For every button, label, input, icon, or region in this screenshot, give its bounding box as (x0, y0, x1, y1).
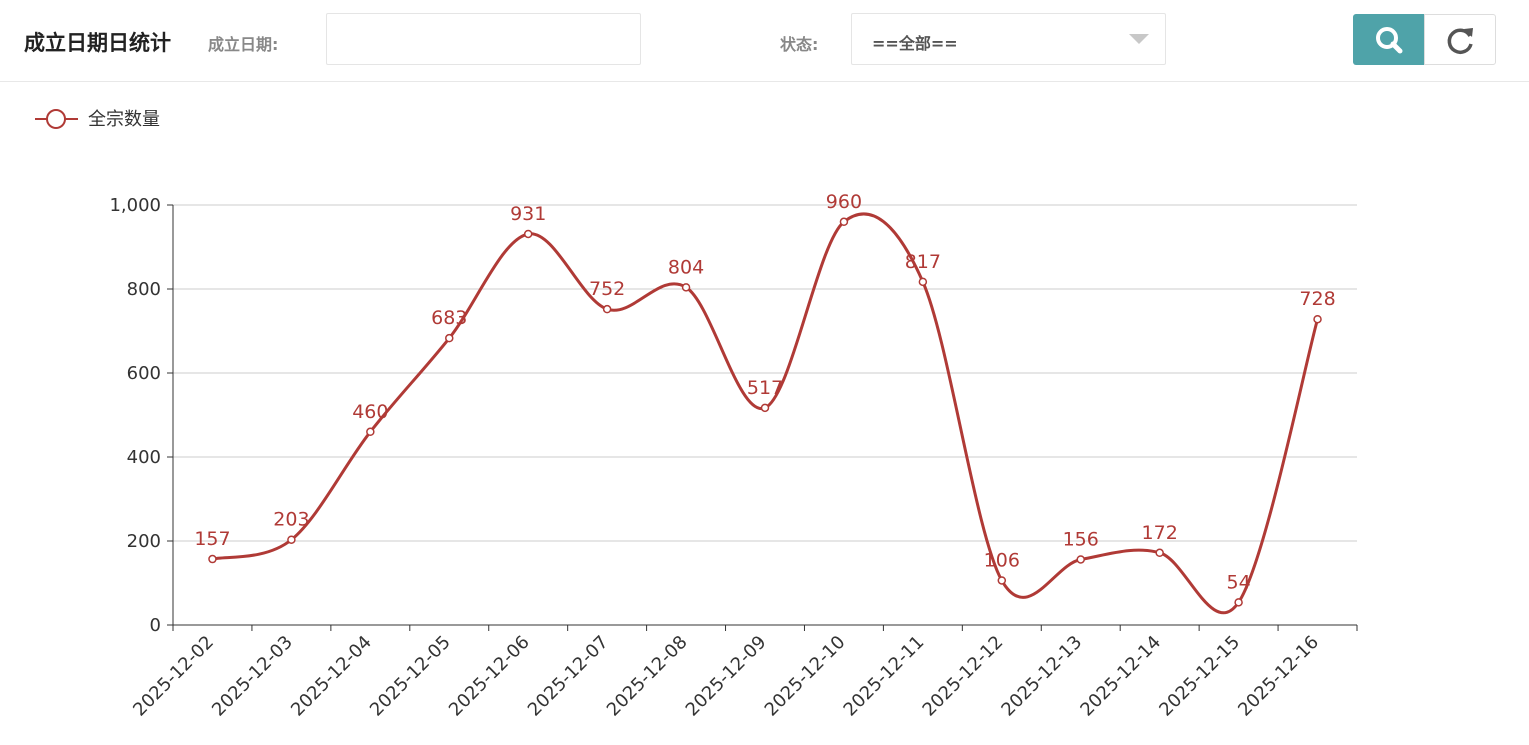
x-tick-label: 2025-12-08 (603, 632, 692, 721)
data-label: 517 (747, 377, 783, 399)
x-tick-label: 2025-12-10 (761, 632, 850, 721)
data-point (366, 427, 375, 437)
x-tick-label: 2025-12-15 (1155, 632, 1244, 721)
data-point (918, 277, 928, 287)
date-input[interactable] (326, 13, 641, 65)
data-point (523, 229, 533, 239)
data-point (445, 333, 454, 343)
search-icon (1376, 27, 1403, 54)
x-tick-label: 2025-12-12 (919, 632, 1008, 721)
refresh-button[interactable] (1424, 14, 1496, 65)
data-label: 960 (826, 191, 862, 213)
data-point (760, 403, 770, 413)
data-label: 156 (1063, 528, 1099, 550)
y-tick-label: 600 (127, 363, 161, 384)
data-label: 157 (194, 528, 230, 550)
legend-label: 全宗数量 (88, 109, 160, 130)
x-tick-label: 2025-12-02 (129, 632, 218, 721)
refresh-icon (1447, 28, 1473, 54)
data-point (839, 217, 849, 227)
data-label: 203 (273, 509, 309, 531)
status-label: 状态: (780, 35, 819, 54)
data-point (1234, 598, 1243, 607)
y-tick-label: 800 (127, 279, 161, 300)
x-tick-label: 2025-12-04 (287, 632, 376, 721)
data-label: 460 (352, 401, 388, 423)
page-title: 成立日期日统计 (24, 31, 171, 55)
x-tick-label: 2025-12-05 (366, 632, 455, 721)
data-point (1155, 548, 1164, 558)
y-tick-label: 1,000 (109, 195, 161, 216)
data-label: 54 (1227, 571, 1251, 593)
date-label: 成立日期: (208, 35, 279, 54)
data-label: 804 (668, 256, 704, 278)
data-point (997, 576, 1007, 585)
search-button[interactable] (1353, 14, 1425, 65)
x-tick-label: 2025-12-07 (524, 632, 613, 721)
y-tick-label: 200 (127, 531, 161, 552)
data-label: 931 (510, 203, 546, 225)
data-label: 752 (589, 278, 625, 300)
data-label: 106 (984, 549, 1020, 571)
status-select[interactable]: ==全部== (851, 13, 1166, 65)
x-tick-label: 2025-12-09 (682, 632, 771, 721)
x-tick-label: 2025-12-14 (1076, 632, 1165, 721)
status-value: ==全部== (872, 34, 958, 53)
x-tick-label: 2025-12-11 (840, 632, 929, 721)
y-tick-label: 400 (127, 447, 161, 468)
data-point (1076, 555, 1085, 564)
data-point (681, 283, 691, 292)
data-label: 172 (1142, 522, 1178, 544)
x-tick-label: 2025-12-06 (445, 632, 534, 721)
toolbar: 成立日期日统计 成立日期: 状态: ==全部== (0, 0, 1529, 82)
y-tick-label: 0 (150, 615, 161, 636)
x-tick-label: 2025-12-16 (1234, 632, 1323, 721)
x-tick-label: 2025-12-03 (208, 632, 297, 721)
data-point (208, 554, 217, 564)
legend-marker (46, 109, 66, 129)
data-point (602, 304, 612, 314)
data-point (287, 535, 296, 544)
data-label: 728 (1299, 288, 1335, 310)
data-label: 683 (431, 307, 467, 329)
data-point (1313, 314, 1322, 324)
chart: 02004006008001,0002025-12-022025-12-0320… (35, 109, 1358, 721)
data-label: 817 (905, 251, 941, 273)
dropdown-arrow (1129, 34, 1149, 44)
x-tick-label: 2025-12-13 (997, 632, 1086, 721)
